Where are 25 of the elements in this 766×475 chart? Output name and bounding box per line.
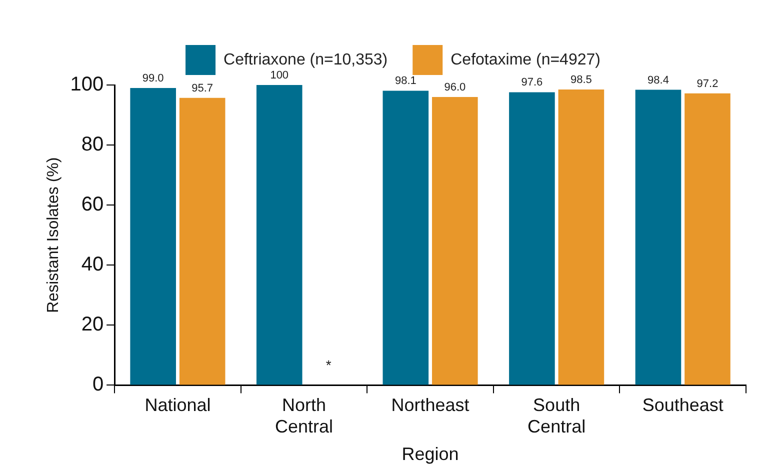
y-axis-title: Resistant Isolates (%) [45,157,62,313]
legend-label: Cefotaxime (n=4927) [450,51,600,68]
annotation: * [326,357,332,374]
y-tick-label: 40 [81,254,104,276]
x-tick-label: Southeast [642,394,724,415]
y-tick-label: 80 [81,134,104,156]
data-label: 98.5 [570,74,592,86]
y-tick-label: 0 [92,374,104,396]
y-tick-label: 60 [81,194,104,216]
data-label: 98.4 [648,74,669,86]
x-tick-label: National [144,394,211,415]
data-label: 97.2 [696,78,718,90]
x-tick-label: Northeast [391,394,470,415]
data-label: 98.1 [394,75,416,88]
legend-label: Ceftriaxone (n=10,353) [224,51,388,68]
y-tick-label: 100 [70,74,104,96]
x-tick-label: North Central [274,394,334,437]
data-label: 99.0 [142,72,164,85]
x-axis-title: Region [402,444,459,464]
data-label: 97.6 [521,76,543,89]
data-label: 96.0 [444,82,466,94]
y-tick-label: 20 [81,314,104,336]
data-label: 100 [270,70,289,82]
data-label: 95.7 [192,82,214,94]
x-tick-label: South Central [528,394,586,437]
